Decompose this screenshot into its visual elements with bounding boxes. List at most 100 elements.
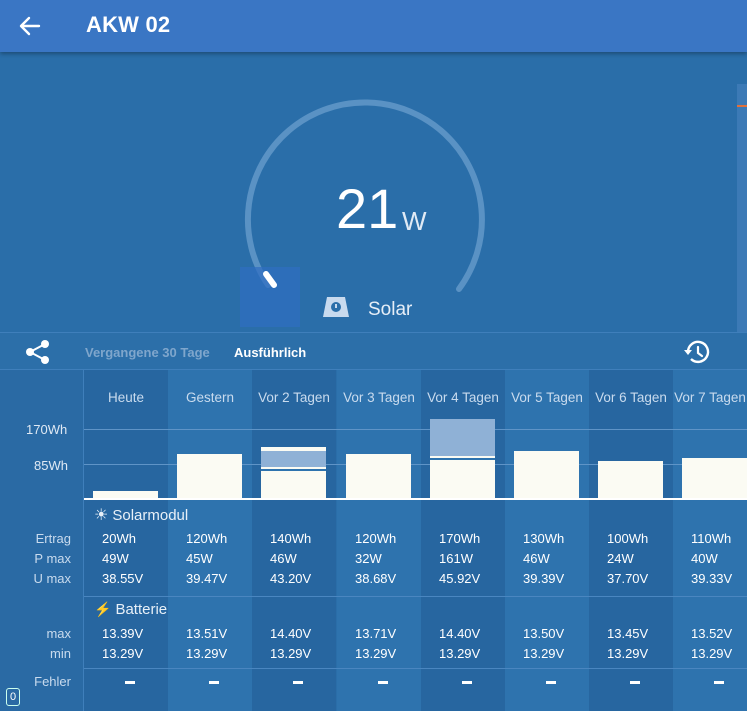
day-header: Vor 6 Tagen	[595, 390, 667, 405]
table-cell: 13.52V	[691, 626, 733, 641]
page-title: AKW 02	[86, 12, 171, 37]
sun-icon: ☀	[94, 507, 109, 524]
table-cell: 38.68V	[355, 571, 397, 586]
table-cell: 45W	[186, 551, 213, 566]
day-header: Vor 3 Tagen	[343, 390, 415, 405]
table-cell: 14.40V	[270, 626, 312, 641]
chart-baseline	[84, 498, 747, 500]
gauge-level-indicator	[263, 271, 277, 288]
table-cell: 13.29V	[270, 646, 312, 661]
error-dash	[125, 681, 135, 684]
table-cell: 13.29V	[523, 646, 565, 661]
power-gauge	[240, 99, 485, 327]
history-tab-bar: Vergangene 30 Tage Ausführlich	[0, 332, 747, 370]
gridline-170	[84, 429, 747, 430]
back-button[interactable]	[14, 10, 46, 42]
table-cell: 13.50V	[523, 626, 565, 641]
table-cell: 39.47V	[186, 571, 228, 586]
row-label: min	[50, 646, 71, 661]
day-column[interactable]: Vor 3 Tagen	[337, 370, 421, 711]
yield-bar-extension	[261, 451, 326, 467]
battery-section-header: ⚡ Batterie	[94, 601, 167, 618]
table-cell: 120Wh	[355, 531, 397, 546]
history-icon[interactable]	[682, 339, 712, 365]
y-tick-85: 85Wh	[34, 458, 68, 473]
power-gauge-panel: 21 W Solar	[0, 52, 747, 332]
row-label: P max	[34, 551, 71, 566]
gridline-85	[84, 464, 747, 465]
day-column[interactable]: Heute	[84, 370, 168, 711]
table-cell: 13.29V	[355, 646, 397, 661]
table-cell: 13.45V	[607, 626, 649, 641]
table-cell: 46W	[523, 551, 550, 566]
day-header: Vor 7 Tagen	[674, 390, 746, 405]
row-label-column	[0, 370, 84, 711]
row-label: max	[46, 626, 71, 641]
day-header: Vor 5 Tagen	[511, 390, 583, 405]
solar-section-header: ☀ Solarmodul	[94, 505, 188, 525]
solar-section-title: Solarmodul	[112, 506, 189, 524]
yield-bar	[514, 451, 579, 498]
table-cell: 45.92V	[439, 571, 481, 586]
table-cell: 38.55V	[102, 571, 144, 586]
table-cell: 24W	[607, 551, 634, 566]
table-cell: 43.20V	[270, 571, 312, 586]
day-column[interactable]: Vor 6 Tagen	[589, 370, 673, 711]
table-cell: 13.29V	[691, 646, 733, 661]
yield-bar-mark	[261, 469, 326, 471]
yield-bar-mark	[430, 458, 495, 460]
battery-section-title: Batterie	[115, 601, 168, 618]
daily-history-table[interactable]: Heute Gestern Vor 2 Tagen Vor 3 Tagen Vor 4 …	[0, 370, 747, 711]
table-cell: 140Wh	[270, 531, 312, 546]
table-cell: 13.29V	[607, 646, 649, 661]
error-dash	[714, 681, 724, 684]
table-cell: 13.29V	[439, 646, 481, 661]
table-cell: 13.29V	[102, 646, 144, 661]
table-cell: 130Wh	[523, 531, 565, 546]
gauge-track	[244, 99, 485, 292]
lightning-icon: ⚡	[94, 601, 112, 617]
corner-badge: 0	[6, 688, 20, 706]
table-cell: 39.39V	[523, 571, 565, 586]
day-header: Vor 2 Tagen	[258, 390, 330, 405]
yield-bar	[177, 454, 242, 498]
table-cell: 40W	[691, 551, 718, 566]
table-cell: 170Wh	[439, 531, 481, 546]
scroll-indicator	[737, 105, 747, 107]
tab-detailed[interactable]: Ausführlich	[234, 345, 307, 360]
error-dash	[293, 681, 303, 684]
yield-bar	[346, 454, 411, 498]
error-dash	[378, 681, 388, 684]
table-cell: 161W	[439, 551, 473, 566]
arrow-left-icon	[19, 16, 41, 36]
row-label: Ertrag	[35, 531, 71, 546]
day-column[interactable]: Vor 2 Tagen	[252, 370, 336, 711]
tab-last-30-days[interactable]: Vergangene 30 Tage	[85, 345, 210, 360]
scrollbar[interactable]	[737, 84, 747, 332]
error-dash	[209, 681, 219, 684]
table-cell: 13.71V	[355, 626, 397, 641]
solar-panel-icon	[323, 297, 349, 317]
error-dash	[630, 681, 640, 684]
day-header: Vor 4 Tagen	[427, 390, 499, 405]
error-dash	[546, 681, 556, 684]
section-divider	[84, 668, 747, 669]
table-cell: 13.39V	[102, 626, 144, 641]
table-cell: 13.51V	[186, 626, 228, 641]
share-icon[interactable]	[24, 339, 52, 365]
table-cell: 32W	[355, 551, 382, 566]
day-column[interactable]: Gestern	[168, 370, 252, 711]
day-column[interactable]: Vor 5 Tagen	[505, 370, 589, 711]
table-cell: 110Wh	[691, 531, 732, 546]
table-cell: 13.29V	[186, 646, 228, 661]
yield-bar	[93, 491, 158, 498]
table-cell: 39.33V	[691, 571, 733, 586]
error-dash	[462, 681, 472, 684]
day-header: Heute	[107, 390, 145, 405]
table-cell: 120Wh	[186, 531, 228, 546]
table-cell: 20Wh	[102, 531, 136, 546]
source-label: Solar	[368, 299, 413, 320]
y-tick-170: 170Wh	[26, 422, 68, 437]
table-cell: 100Wh	[607, 531, 649, 546]
day-column[interactable]: Vor 7 Tagen	[673, 370, 747, 711]
